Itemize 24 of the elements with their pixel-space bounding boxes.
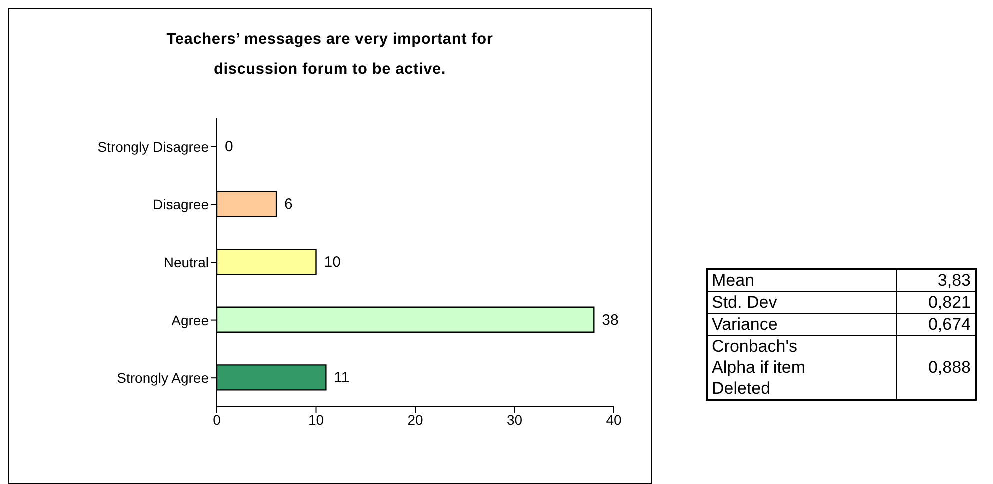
text: 3,83 xyxy=(896,269,976,292)
text: 0,821 xyxy=(896,292,976,314)
data-label: 38 xyxy=(602,312,619,329)
data-label: 0 xyxy=(225,138,234,156)
y-tick-label: Strongly Agree xyxy=(117,370,210,386)
x-tick-label: 0 xyxy=(213,412,222,428)
x-tick-label: 10 xyxy=(308,412,324,428)
y-tick-label: Neutral xyxy=(164,254,209,270)
y-tick-label: Agree xyxy=(172,312,210,328)
x-tick-label: 20 xyxy=(408,412,424,428)
x-tick-label: 40 xyxy=(606,412,622,428)
x-tick-label: 30 xyxy=(506,412,523,428)
text: 0,674 xyxy=(896,314,976,336)
text: Std. Dev xyxy=(712,292,778,313)
data-label: 10 xyxy=(324,254,341,271)
data-label: 11 xyxy=(334,370,350,387)
chart-title: Teachers’ messages are very important for discussion forum to be active. xyxy=(166,30,494,80)
text: Cronbach's Alpha if item Deleted xyxy=(712,336,807,399)
y-tick-label: Disagree xyxy=(152,196,210,213)
data-label: 6 xyxy=(284,196,293,214)
text: 0,888 xyxy=(896,336,976,400)
text: Mean xyxy=(712,270,756,291)
y-tick-label: Strongly Disagree xyxy=(98,138,210,155)
text: Variance xyxy=(712,314,779,335)
